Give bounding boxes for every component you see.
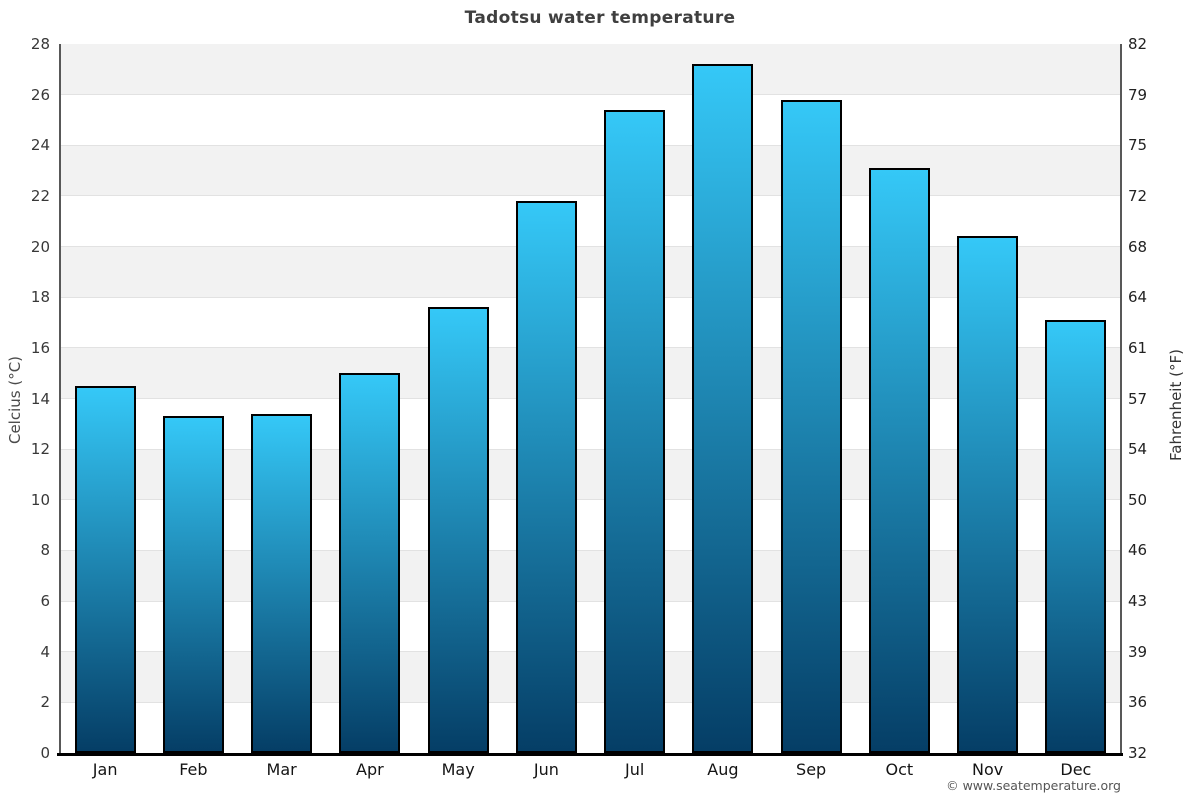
y-tick-celsius-28: 28 (30, 35, 50, 53)
bar-jun (515, 200, 577, 753)
gridline (61, 448, 1120, 450)
y-tick-fahrenheit-75: 75 (1128, 136, 1148, 155)
y-tick-fahrenheit-46: 46 (1128, 541, 1148, 560)
x-tick-label-aug: Aug (707, 760, 739, 779)
gridline (61, 144, 1120, 146)
y-tick-fahrenheit-32: 32 (1128, 744, 1148, 762)
x-tick-label-feb: Feb (179, 760, 208, 779)
y-axis-right-line (1120, 44, 1122, 754)
gridline (61, 600, 1120, 602)
gridline (61, 398, 1120, 399)
bar-may (427, 307, 489, 753)
y-tick-fahrenheit-39: 39 (1128, 642, 1148, 661)
gridline (61, 549, 1120, 551)
y-tick-fahrenheit-72: 72 (1128, 186, 1148, 205)
x-tick-label-jun: Jun (533, 760, 559, 779)
y-tick-celsius-10: 10 (30, 490, 50, 509)
gridline (61, 94, 1120, 96)
grid-band-plain (61, 601, 1120, 652)
grid-band-plain (61, 94, 1120, 146)
y-tick-celsius-16: 16 (30, 338, 50, 357)
y-tick-celsius-12: 12 (30, 440, 50, 459)
y-tick-celsius-18: 18 (30, 288, 50, 307)
y-tick-celsius-20: 20 (30, 237, 50, 256)
gridline (61, 651, 1120, 653)
bar-jan (74, 385, 136, 753)
copyright-text: © www.seatemperature.org (946, 778, 1121, 793)
y-tick-celsius-14: 14 (30, 389, 50, 408)
grid-band-plain (61, 195, 1120, 247)
grid-band-plain (61, 499, 1120, 551)
y-tick-fahrenheit-43: 43 (1128, 592, 1148, 611)
y-tick-fahrenheit-61: 61 (1128, 338, 1148, 357)
y-tick-fahrenheit-50: 50 (1128, 490, 1148, 509)
y-tick-celsius-4: 4 (40, 642, 50, 661)
y-tick-fahrenheit-57: 57 (1128, 389, 1148, 408)
grid-band-shaded (61, 550, 1120, 602)
y-tick-fahrenheit-54: 54 (1128, 440, 1148, 459)
x-tick-label-mar: Mar (266, 760, 297, 779)
x-tick-label-jul: Jul (624, 760, 645, 779)
grid-band-shaded (61, 246, 1120, 298)
plot-area: Jan Feb Mar Apr May Jun Jul Aug Sep Oct Nov Dec (61, 44, 1120, 779)
grid-band-shaded (61, 145, 1120, 196)
gridline (61, 195, 1120, 197)
x-tick-label-sep: Sep (796, 760, 827, 779)
grid-band-plain (61, 297, 1120, 348)
x-tick-label-jan: Jan (92, 760, 118, 779)
grid-band-shaded (61, 651, 1120, 703)
y-tick-fahrenheit-64: 64 (1128, 288, 1148, 307)
grid-band-plain (61, 398, 1120, 450)
y-tick-fahrenheit-79: 79 (1128, 85, 1148, 104)
bar-nov (957, 236, 1019, 753)
y-tick-fahrenheit-82: 82 (1128, 35, 1148, 53)
x-tick-label-oct: Oct (885, 760, 914, 779)
x-tick-label-may: May (441, 760, 475, 779)
x-tick-label-dec: Dec (1060, 760, 1092, 779)
grid-band-shaded (61, 449, 1120, 500)
y-tick-celsius-8: 8 (40, 541, 50, 560)
y-tick-celsius-0: 0 (40, 744, 50, 762)
y-axis-left-line (59, 44, 61, 754)
y-tick-celsius-22: 22 (30, 186, 50, 205)
x-axis-line (57, 753, 1123, 756)
gridline (61, 296, 1120, 298)
chart-title: Tadotsu water temperature (464, 8, 736, 28)
gridline (61, 701, 1120, 703)
gridline (61, 499, 1120, 501)
bar-dec (1045, 320, 1107, 753)
gridline (61, 246, 1120, 248)
bar-oct (868, 168, 930, 753)
y-tick-celsius-2: 2 (40, 693, 50, 712)
bar-mar (251, 413, 313, 753)
bar-aug (692, 64, 754, 753)
y-tick-celsius-24: 24 (30, 136, 50, 155)
bar-jul (604, 109, 666, 753)
y-tick-celsius-6: 6 (40, 592, 50, 611)
y-tick-fahrenheit-68: 68 (1128, 237, 1148, 256)
y-tick-fahrenheit-36: 36 (1128, 693, 1148, 712)
x-tick-label-apr: Apr (356, 760, 384, 779)
bar-sep (780, 99, 842, 753)
bar-apr (339, 373, 401, 753)
bar-feb (162, 416, 224, 753)
gridline (61, 347, 1120, 349)
grid-band-shaded (61, 347, 1120, 399)
grid-band-plain (61, 702, 1120, 753)
y-tick-celsius-26: 26 (30, 85, 50, 104)
grid-band-shaded (61, 44, 1120, 95)
x-tick-label-nov: Nov (972, 760, 1004, 779)
